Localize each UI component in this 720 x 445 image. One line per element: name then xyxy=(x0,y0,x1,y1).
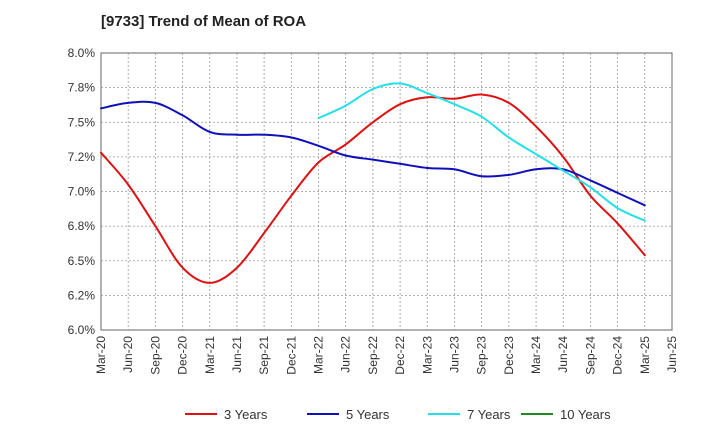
x-tick-label: Mar-25 xyxy=(638,336,652,374)
chart-title: [9733] Trend of Mean of ROA xyxy=(101,13,307,30)
x-tick-label: Dec-24 xyxy=(611,336,625,375)
x-tick-label: Mar-23 xyxy=(420,336,434,374)
x-tick-label: Jun-21 xyxy=(230,336,244,373)
x-tick-label: Sep-23 xyxy=(475,336,489,375)
x-tick-label: Dec-20 xyxy=(176,336,190,375)
y-tick-label: 7.5% xyxy=(68,115,96,129)
series-line-5-years xyxy=(100,100,646,207)
x-tick-label: Mar-21 xyxy=(203,336,217,374)
y-tick-label: 7.0% xyxy=(68,185,96,199)
y-tick-label: 7.2% xyxy=(68,150,96,164)
x-tick-label: Mar-22 xyxy=(312,336,326,374)
legend-label-10-years: 10 Years xyxy=(560,407,611,422)
x-tick-label: Sep-20 xyxy=(148,336,162,375)
series-line-7-years xyxy=(317,82,646,222)
x-tick-label: Jun-23 xyxy=(447,336,461,373)
y-tick-label: 6.2% xyxy=(68,288,96,302)
x-tick-label: Dec-22 xyxy=(393,336,407,375)
x-tick-label: Jun-25 xyxy=(665,336,679,373)
y-tick-label: 7.8% xyxy=(68,81,96,95)
x-tick-label: Sep-21 xyxy=(257,336,271,375)
series-line-3-years xyxy=(100,93,646,284)
x-tick-label: Mar-20 xyxy=(94,336,108,374)
x-tick-label: Jun-22 xyxy=(339,336,353,373)
x-tick-label: Dec-21 xyxy=(284,336,298,375)
y-tick-label: 6.0% xyxy=(68,323,96,337)
y-tick-label: 8.0% xyxy=(68,46,96,60)
legend-label-7-years: 7 Years xyxy=(467,407,511,422)
x-tick-label: Jun-24 xyxy=(556,336,570,373)
y-tick-label: 6.5% xyxy=(68,254,96,268)
x-tick-label: Dec-23 xyxy=(502,336,516,375)
x-tick-label: Mar-24 xyxy=(529,336,543,374)
x-tick-label: Sep-24 xyxy=(583,336,597,375)
legend-label-5-years: 5 Years xyxy=(346,407,390,422)
legend-label-3-years: 3 Years xyxy=(224,407,268,422)
y-tick-label: 6.8% xyxy=(68,219,96,233)
x-tick-label: Jun-20 xyxy=(121,336,135,373)
plot-frame xyxy=(100,52,673,331)
x-tick-label: Sep-22 xyxy=(366,336,380,375)
